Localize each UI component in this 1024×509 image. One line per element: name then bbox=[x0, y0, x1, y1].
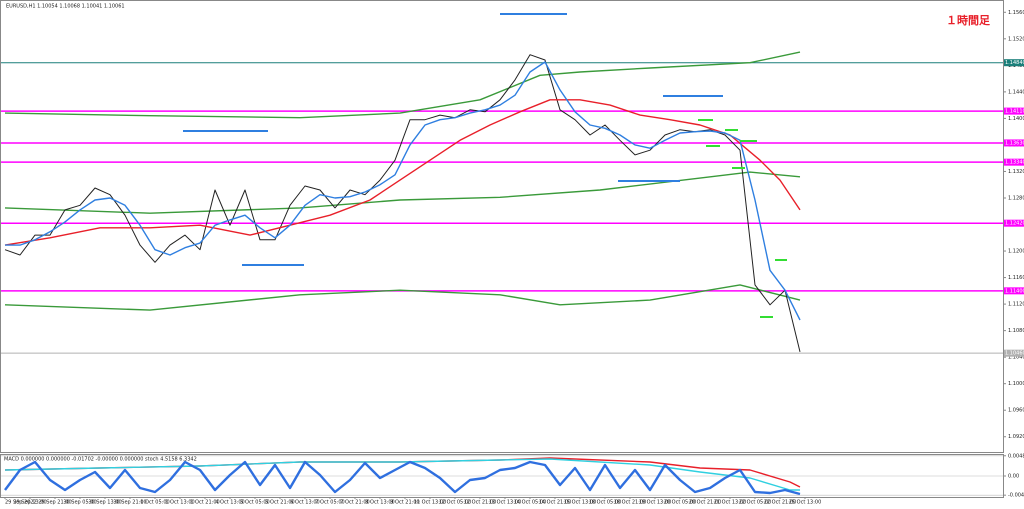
price-level-tag bbox=[1004, 219, 1024, 227]
price-level-tag bbox=[1004, 107, 1024, 115]
y-tick-label: 1.15600 bbox=[1008, 10, 1024, 16]
x-tick-label: 1 Oct 21:00 bbox=[190, 500, 219, 506]
x-tick-label: 14 Oct 05:00 bbox=[514, 500, 547, 506]
price-level-label: 1.10460 bbox=[1005, 351, 1024, 357]
y-tick-label: 1.12800 bbox=[1008, 195, 1024, 201]
price-level-tag bbox=[1004, 139, 1024, 147]
x-tick-label: 15 Oct 13:00 bbox=[564, 500, 597, 506]
macd-header: MACD 0.000000 0.000000 -0.01702 -0.00000… bbox=[4, 457, 197, 463]
y-tick-label: 1.14000 bbox=[1008, 116, 1024, 122]
timeframe-note: １時間足 bbox=[946, 13, 991, 27]
x-tick-label: 30 Sep 13:00 bbox=[88, 500, 121, 506]
x-tick-label: 11 Oct 13:00 bbox=[414, 500, 447, 506]
series-line bbox=[4, 51, 801, 119]
price-level-label: 1.14110 bbox=[1005, 109, 1024, 115]
x-tick-label: 22 Oct 05:00 bbox=[739, 500, 772, 506]
x-tick-label: 30 Sep 05:00 bbox=[63, 500, 96, 506]
y-tick-label: 1.09200 bbox=[1008, 434, 1024, 440]
x-tick-label: 20 Oct 21:00 bbox=[689, 500, 722, 506]
y-tick-label: 1.14400 bbox=[1008, 89, 1024, 95]
series-line bbox=[4, 99, 801, 246]
x-tick-label: 6 Oct 13:00 bbox=[290, 500, 319, 506]
y-tick-label: 1.12000 bbox=[1008, 249, 1024, 255]
series-line bbox=[5, 61, 801, 321]
x-tick-label: 13 Oct 13:00 bbox=[489, 500, 522, 506]
x-tick-label: 25 Oct 13:00 bbox=[789, 500, 822, 506]
x-tick-label: 1 Oct 13:00 bbox=[165, 500, 194, 506]
main-plot bbox=[1, 51, 1003, 496]
x-tick-label: 14 Oct 21:00 bbox=[539, 500, 572, 506]
y-tick-label: 1.13200 bbox=[1008, 169, 1024, 175]
chart-header: EURUSD,H1 1.10054 1.10068 1.10041 1.1006… bbox=[6, 4, 125, 10]
x-tick-label: 18 Oct 21:00 bbox=[614, 500, 647, 506]
x-tick-label: 5 Oct 21:00 bbox=[265, 500, 294, 506]
price-level-label: 1.13630 bbox=[1005, 140, 1024, 146]
y-tick-label: 1.10400 bbox=[1008, 355, 1024, 361]
x-tick-label: 4 Oct 13:00 bbox=[215, 500, 244, 506]
y-tick-label: 1.09600 bbox=[1008, 408, 1024, 414]
y-tick-label: 1.11200 bbox=[1008, 302, 1024, 308]
x-tick-label: 20 Oct 05:00 bbox=[664, 500, 697, 506]
y-tick-label: 1.15200 bbox=[1008, 36, 1024, 42]
y-tick-label: 0.004815 bbox=[1008, 453, 1024, 459]
price-level-label: 1.12420 bbox=[1005, 221, 1024, 227]
price-level-label: 1.14840 bbox=[1005, 60, 1024, 66]
price-level-tag bbox=[1004, 158, 1024, 166]
x-tick-label: 30 Sep 21:00 bbox=[113, 500, 146, 506]
x-tick-label: 1 Oct 05:00 bbox=[140, 500, 169, 506]
x-tick-label: 7 Oct 05:00 bbox=[315, 500, 344, 506]
drawn-objects bbox=[183, 13, 787, 318]
y-tick-label: -0.004564 bbox=[1008, 493, 1024, 499]
price-level-tag bbox=[1004, 287, 1024, 295]
y-tick-label: 0.00 bbox=[1008, 474, 1019, 480]
x-tick-label: 29 Sep 2022 bbox=[5, 500, 37, 506]
y-tick-label: 1.11600 bbox=[1008, 275, 1024, 281]
y-tick-label: 1.10000 bbox=[1008, 381, 1024, 387]
x-tick-label: 12 Oct 05:00 bbox=[439, 500, 472, 506]
x-tick-label: 5 Oct 05:00 bbox=[240, 500, 269, 506]
price-level-tag bbox=[1004, 349, 1024, 357]
series-line bbox=[4, 171, 801, 214]
x-tick-label: 29 Sep 21:00 bbox=[38, 500, 71, 506]
main-panel-frame bbox=[0, 0, 1004, 453]
x-tick-label: 12 Oct 21:00 bbox=[464, 500, 497, 506]
x-tick-label: 9 Oct 21:00 bbox=[390, 500, 419, 506]
x-tick-label: 22 Oct 21:00 bbox=[764, 500, 797, 506]
x-tick-label: 18 Oct 05:00 bbox=[589, 500, 622, 506]
x-tick-label: 7 Oct 21:00 bbox=[340, 500, 369, 506]
x-tick-label: 21 Oct 13:00 bbox=[714, 500, 747, 506]
series-line bbox=[4, 54, 801, 353]
series-line bbox=[4, 284, 801, 311]
series-line bbox=[4, 458, 800, 491]
y-tick-label: 1.10800 bbox=[1008, 328, 1024, 334]
price-level-tag bbox=[1004, 59, 1024, 67]
price-level-label: 1.11400 bbox=[1005, 288, 1024, 294]
series-line bbox=[4, 460, 801, 496]
x-tick-label: 29 Sep 13:00 bbox=[13, 500, 46, 506]
x-tick-label: 19 Oct 13:00 bbox=[639, 500, 672, 506]
price-level-label: 1.13340 bbox=[1005, 160, 1024, 166]
x-tick-label: 8 Oct 13:00 bbox=[365, 500, 394, 506]
